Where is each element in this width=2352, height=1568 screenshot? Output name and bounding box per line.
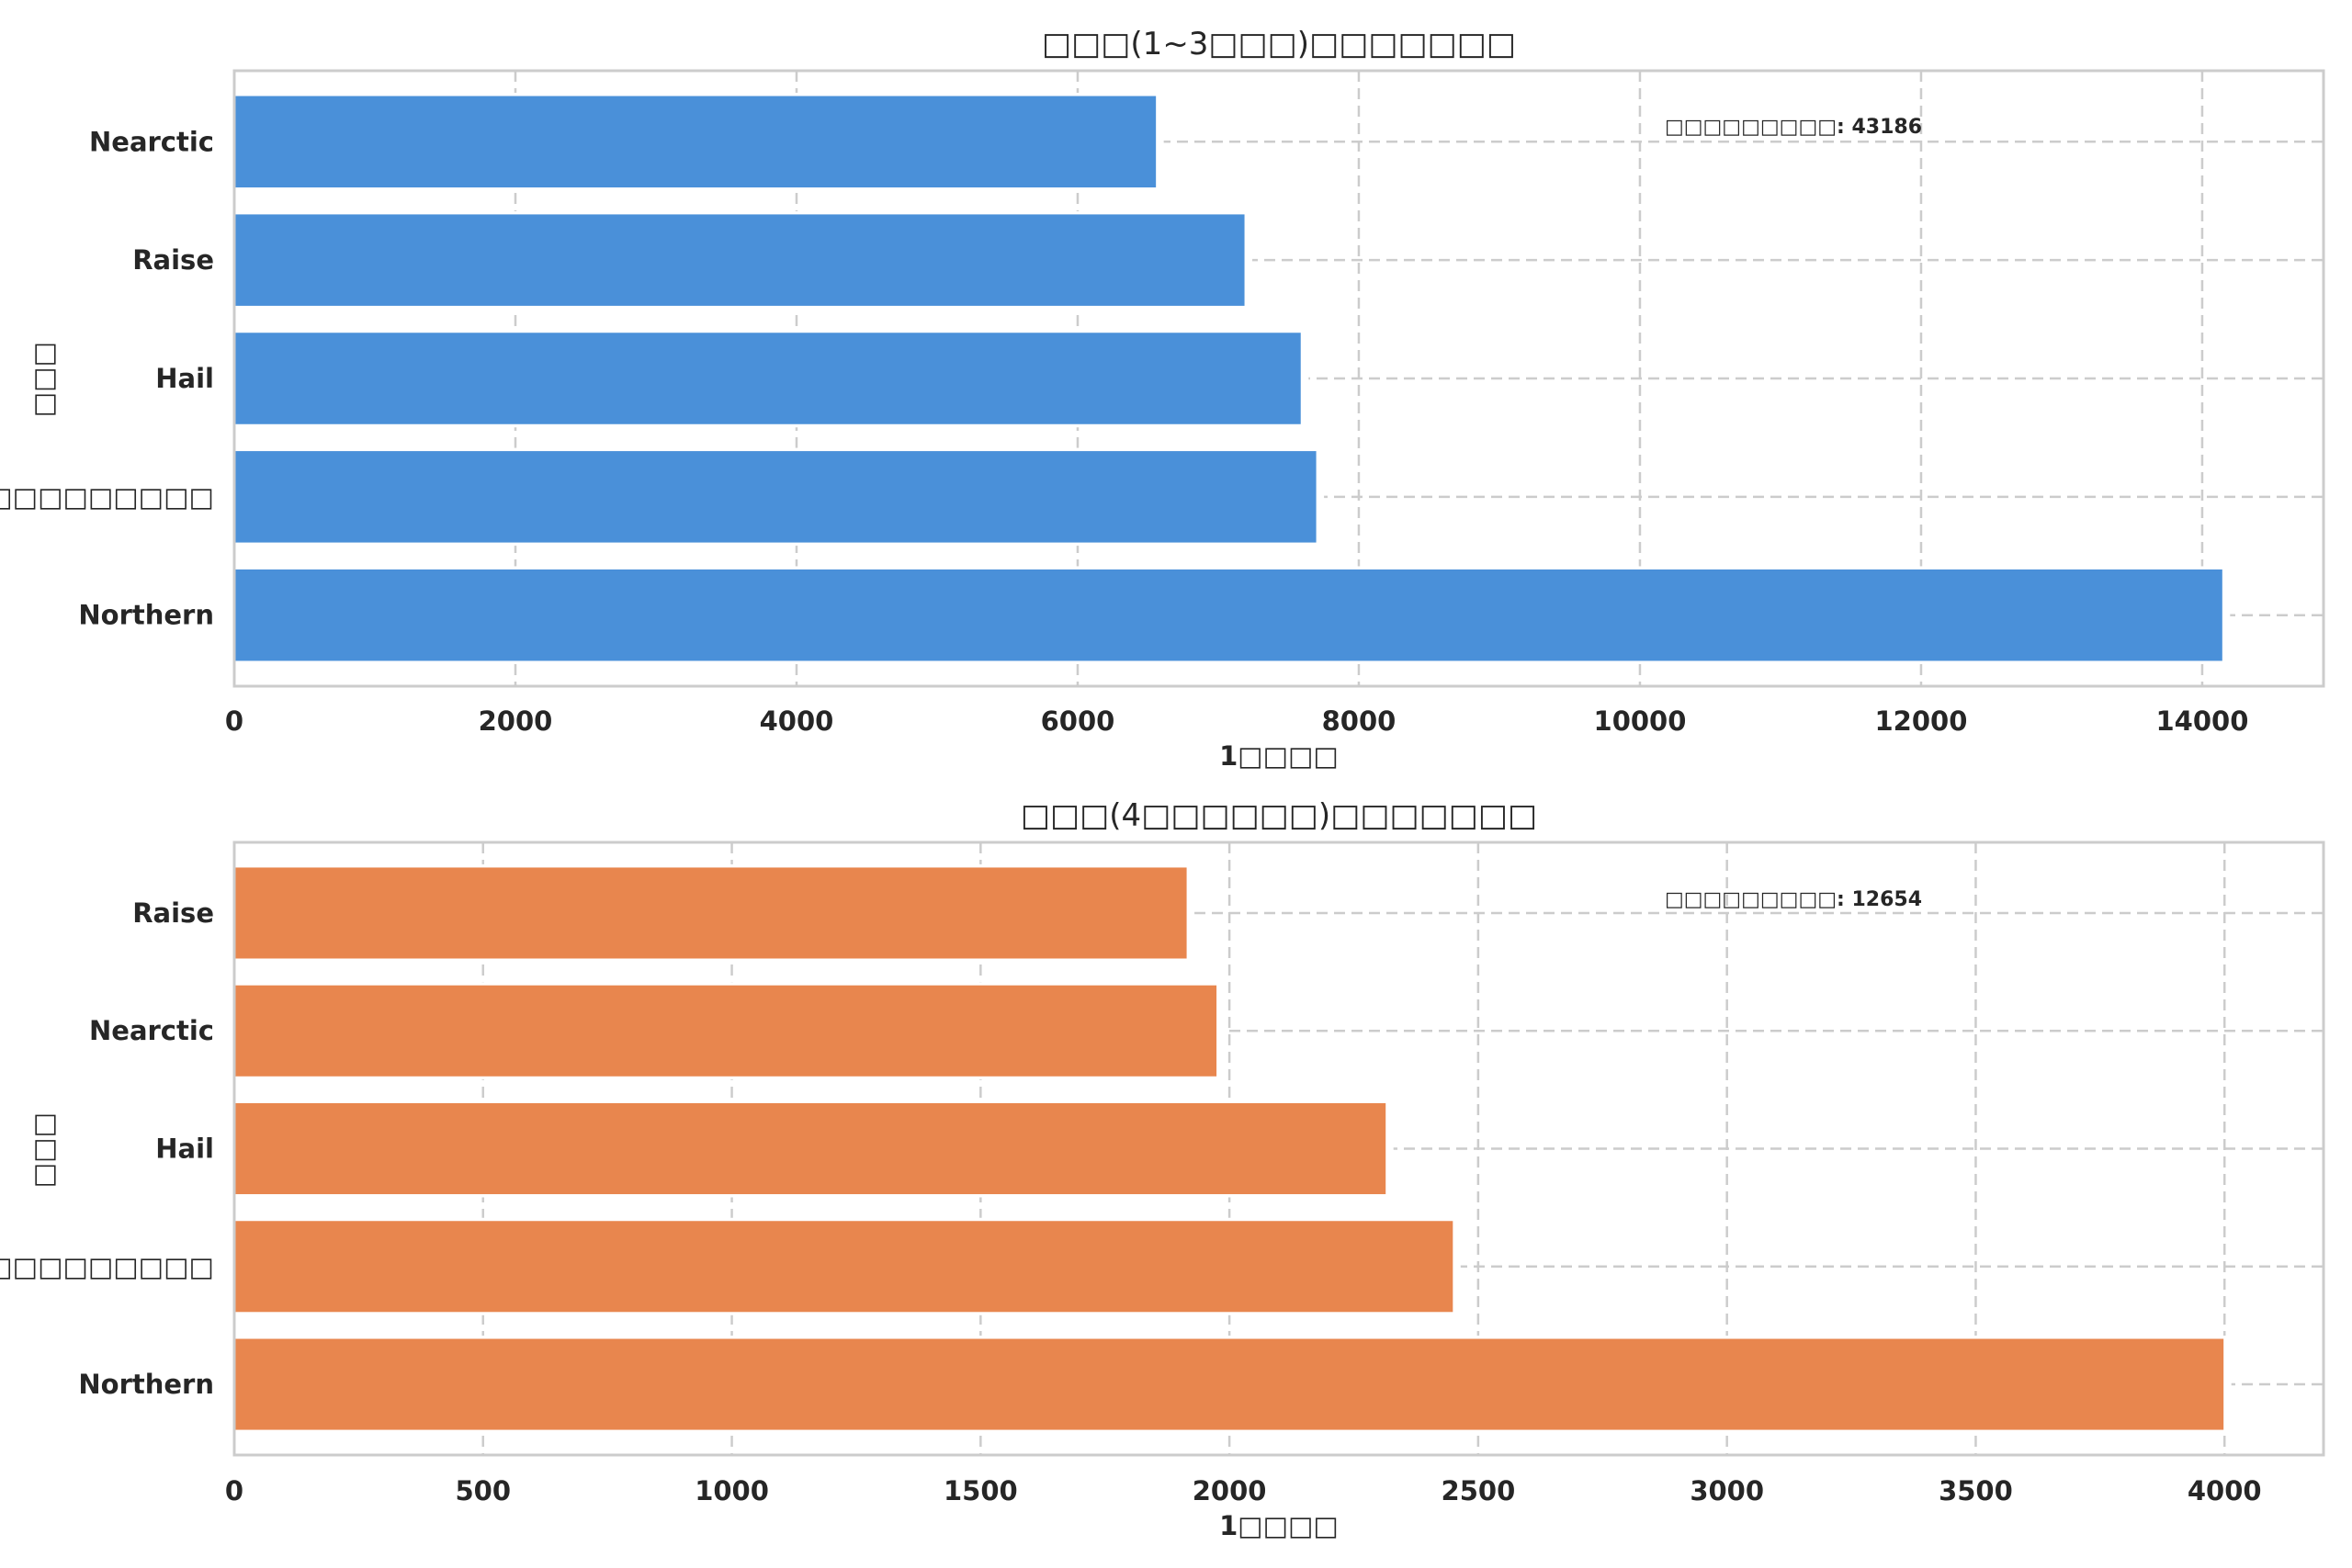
bar: [233, 984, 1218, 1077]
x-axis-label: 1□□□□: [1219, 740, 1339, 772]
y-ticks: Raise Nearctic Hail □□□□□□□□□ Northern: [0, 897, 214, 1400]
chart-title: □□□(4□□□□□□)□□□□□□□: [1021, 797, 1537, 834]
chart-title: □□□(1~3□□□)□□□□□□□: [1042, 26, 1516, 62]
axes-frame: [232, 840, 2325, 1457]
x-axis-label: 1□□□□: [1219, 1510, 1339, 1541]
x-tick-label: 1500: [944, 1475, 1018, 1506]
y-axis-label: □□□: [28, 1112, 59, 1188]
bar: [233, 568, 2223, 662]
bar: [233, 1220, 1454, 1314]
x-tick-label: 3500: [1939, 1475, 2013, 1506]
bars: [233, 863, 2232, 1434]
y-tick-label: □□□□□□□□□: [0, 481, 214, 513]
x-tick-label: 10000: [1594, 705, 1687, 737]
y-tick-label: Nearctic: [89, 1015, 214, 1046]
bar: [233, 450, 1317, 544]
y-tick-label: Raise: [132, 897, 214, 929]
x-tick-label: 2500: [1442, 1475, 1516, 1506]
y-tick-label: Northern: [78, 1369, 214, 1400]
bars: [233, 93, 2231, 664]
x-tick-label: 0: [225, 705, 243, 737]
x-tick-label: 4000: [760, 705, 834, 737]
bar: [233, 213, 1246, 307]
x-tick-label: 500: [456, 1475, 512, 1506]
y-tick-label: Northern: [78, 600, 214, 631]
x-tick-label: 4000: [2188, 1475, 2262, 1506]
x-tick-label: 14000: [2156, 705, 2249, 737]
x-tick-label: 2000: [1193, 1475, 1267, 1506]
bar: [233, 95, 1158, 189]
chart-top: □□□(1~3□□□)□□□□□□□ 0 2000 4000 6000 8000 1000…: [0, 26, 2325, 772]
y-tick-label: □□□□□□□□□: [0, 1251, 214, 1282]
y-tick-label: Hail: [155, 1134, 214, 1165]
y-tick-label: Hail: [155, 363, 214, 394]
x-tick-label: 0: [225, 1475, 243, 1506]
y-tick-label: Nearctic: [89, 126, 214, 157]
bar: [233, 866, 1188, 960]
bar: [233, 332, 1302, 425]
x-tick-label: 2000: [479, 705, 553, 737]
chart-bottom: □□□(4□□□□□□)□□□□□□□ 0 500 1000 1500 2000 2500…: [0, 797, 2325, 1541]
x-tick-label: 12000: [1875, 705, 1968, 737]
y-ticks: Nearctic Raise Hail □□□□□□□□□ Northern: [0, 126, 214, 630]
x-tick-label: 3000: [1690, 1475, 1764, 1506]
total-annotation: □□□□□□□□□: 12654: [1665, 888, 1922, 911]
axes-frame: [232, 69, 2325, 688]
x-tick-label: 8000: [1322, 705, 1396, 737]
x-tick-label: 1000: [695, 1475, 769, 1506]
y-tick-label: Raise: [132, 244, 214, 276]
x-ticks: 0 2000 4000 6000 8000 10000 12000 14000: [225, 705, 2249, 737]
bar: [233, 1101, 1387, 1196]
bar: [233, 1337, 2225, 1431]
x-tick-label: 6000: [1041, 705, 1115, 737]
x-ticks: 0 500 1000 1500 2000 2500 3000 3500 4000: [225, 1475, 2262, 1506]
y-axis-label: □□□: [28, 342, 59, 417]
total-annotation: □□□□□□□□□: 43186: [1665, 116, 1922, 139]
